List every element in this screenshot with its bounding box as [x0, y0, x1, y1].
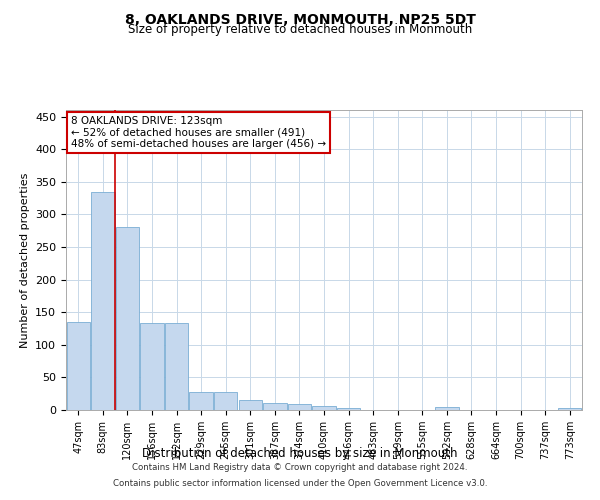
Bar [558, 408, 581, 410]
Text: Size of property relative to detached houses in Monmouth: Size of property relative to detached ho… [128, 22, 472, 36]
Bar [313, 406, 335, 410]
Bar [116, 228, 139, 410]
Text: Contains public sector information licensed under the Open Government Licence v3: Contains public sector information licen… [113, 478, 487, 488]
Text: Contains HM Land Registry data © Crown copyright and database right 2024.: Contains HM Land Registry data © Crown c… [132, 464, 468, 472]
Bar [263, 403, 287, 410]
Bar [214, 392, 238, 410]
Bar [67, 322, 90, 410]
Text: 8, OAKLANDS DRIVE, MONMOUTH, NP25 5DT: 8, OAKLANDS DRIVE, MONMOUTH, NP25 5DT [125, 12, 475, 26]
Bar [165, 324, 188, 410]
Bar [337, 408, 360, 410]
Bar [435, 408, 458, 410]
Text: 8 OAKLANDS DRIVE: 123sqm
← 52% of detached houses are smaller (491)
48% of semi-: 8 OAKLANDS DRIVE: 123sqm ← 52% of detach… [71, 116, 326, 149]
Bar [91, 192, 115, 410]
Bar [190, 392, 213, 410]
Bar [239, 400, 262, 410]
Bar [140, 324, 164, 410]
Y-axis label: Number of detached properties: Number of detached properties [20, 172, 29, 348]
Text: Distribution of detached houses by size in Monmouth: Distribution of detached houses by size … [142, 448, 458, 460]
Bar [288, 404, 311, 410]
